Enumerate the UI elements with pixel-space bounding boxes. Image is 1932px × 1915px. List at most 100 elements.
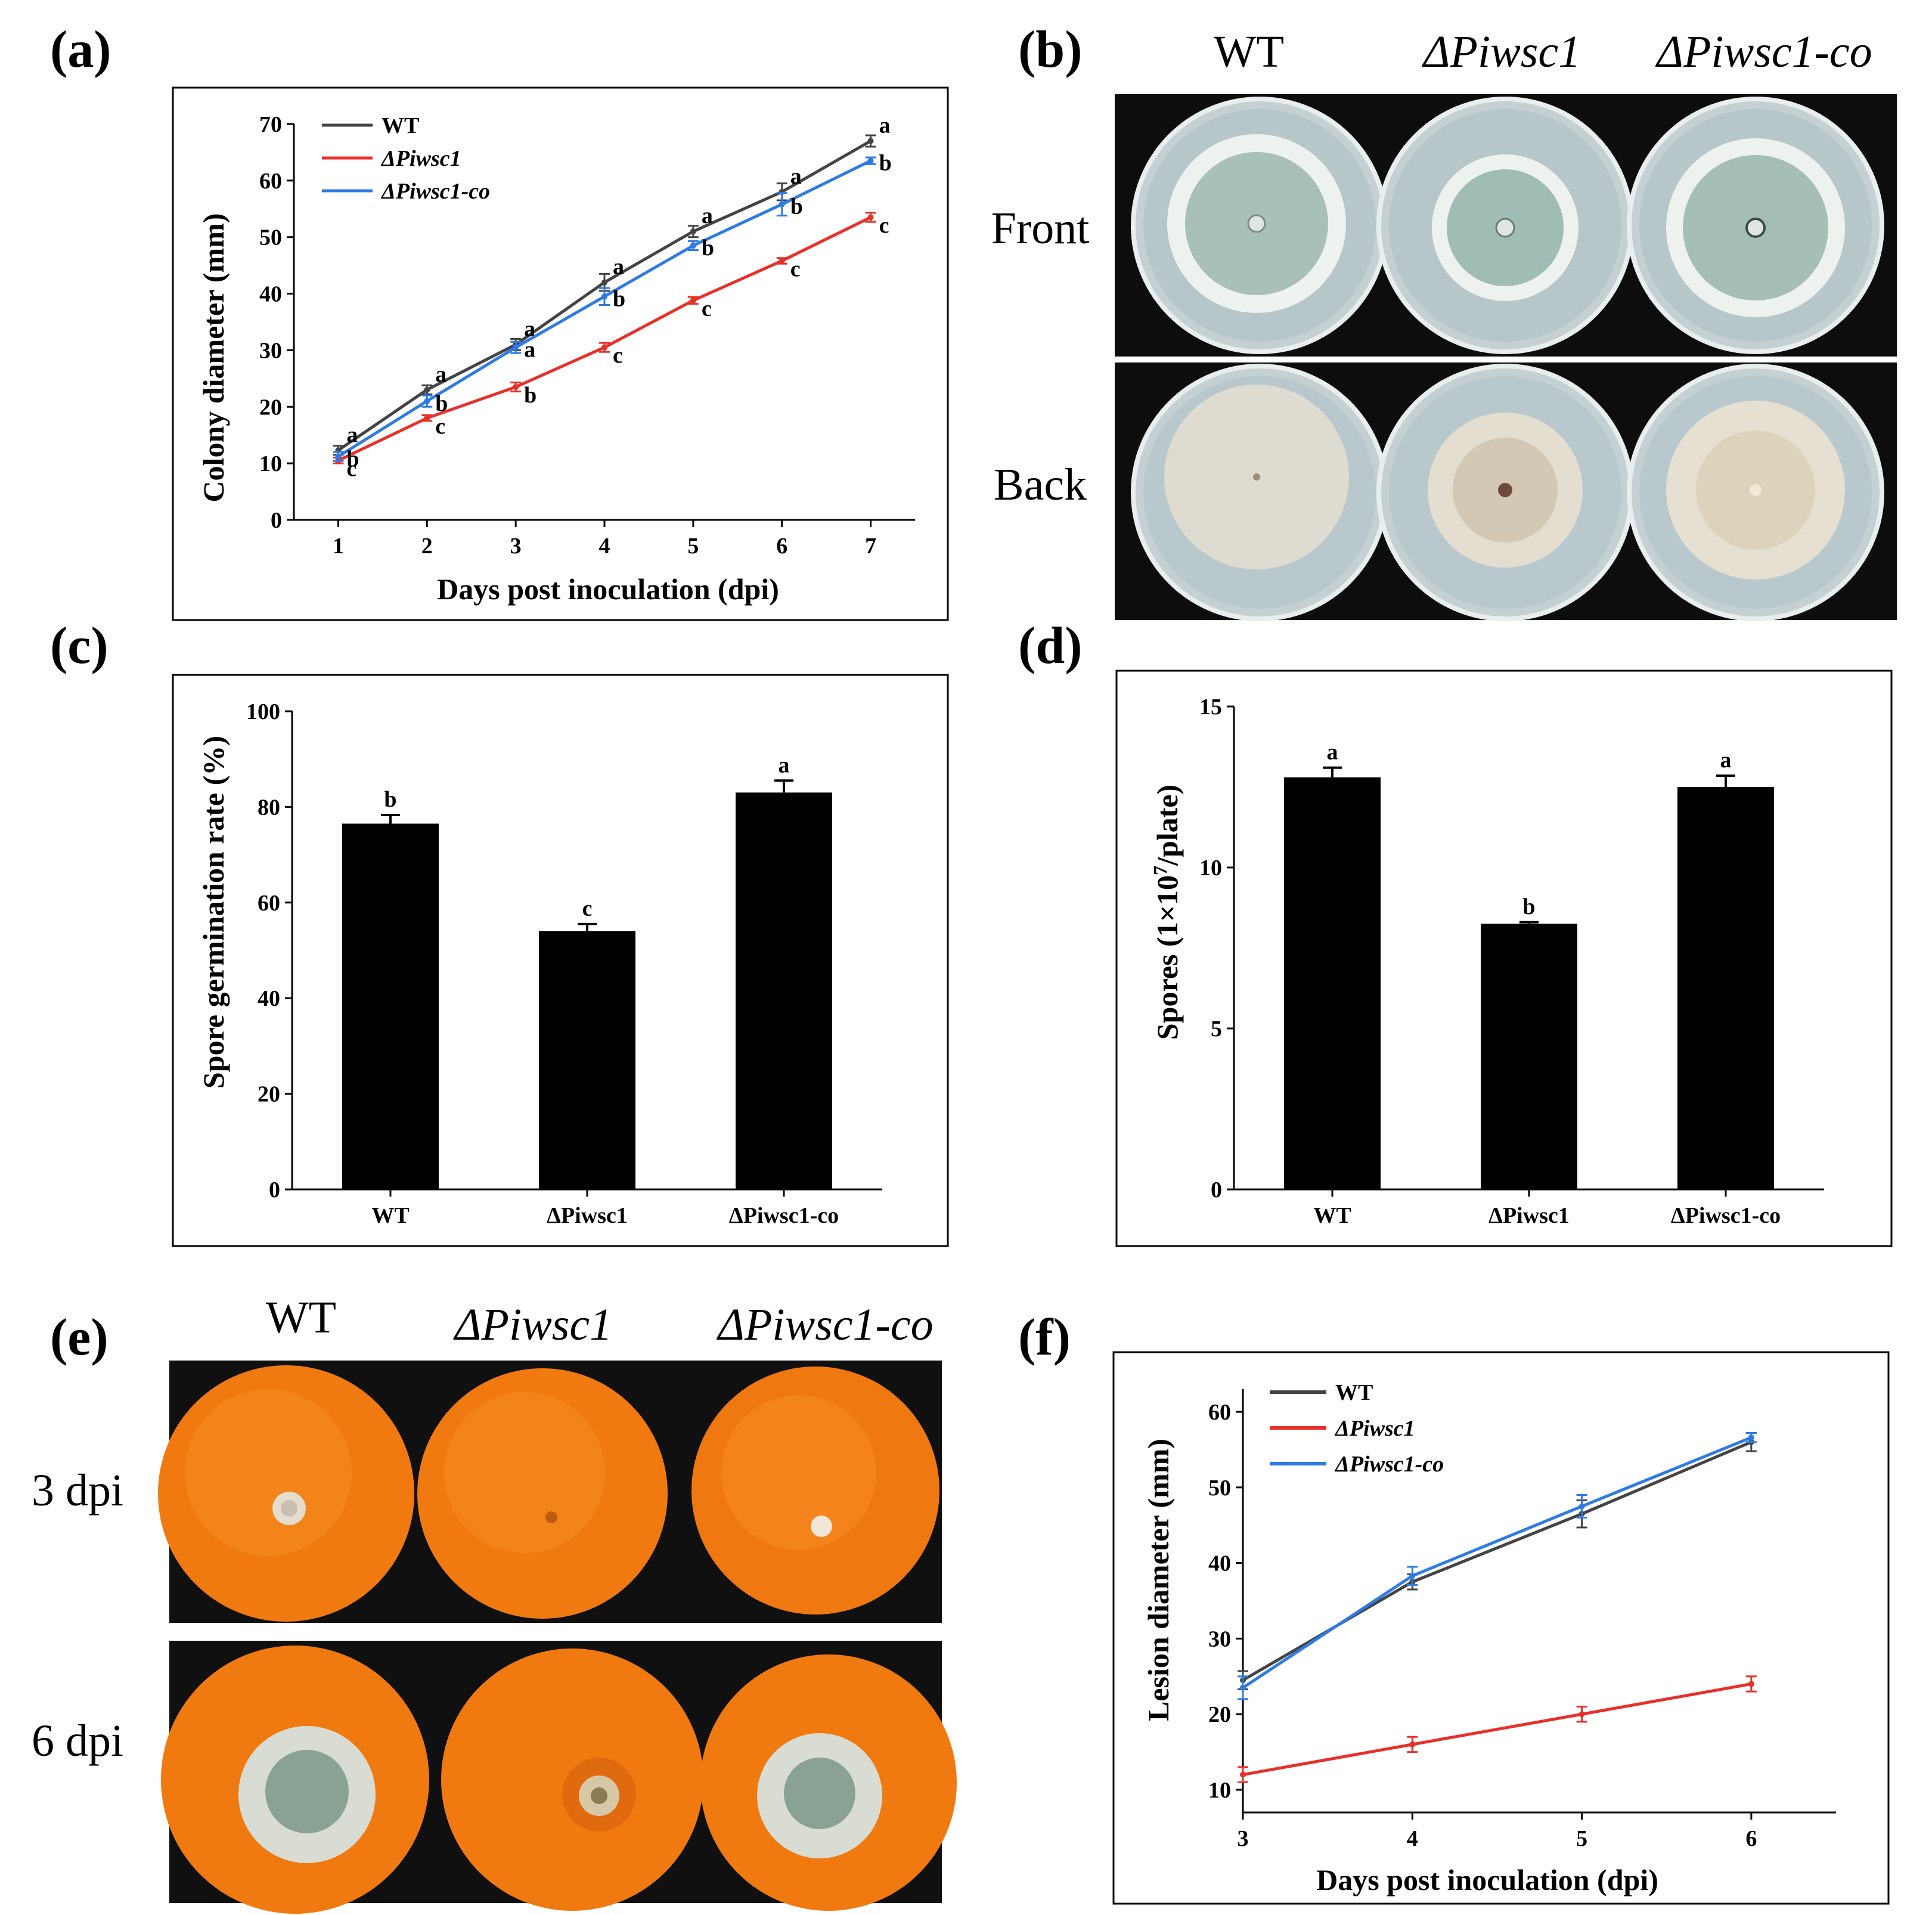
bar <box>539 931 635 1189</box>
significance-letter: b <box>1522 894 1535 919</box>
significance-letter: c <box>790 257 801 282</box>
panel-e-header-complement: ΔPiwsc1-co <box>716 1300 933 1350</box>
panel-f-frame <box>1112 1351 1890 1905</box>
x-axis-title-f: Days post inoculation (dpi) <box>1316 1863 1658 1897</box>
significance-letter: c <box>435 414 445 439</box>
x-tick-label: 2 <box>421 534 433 559</box>
panel-c-frame <box>172 674 949 1247</box>
data-point <box>601 344 607 351</box>
plate-front-complement <box>1627 97 1884 354</box>
x-tick-label: WT <box>371 1203 409 1228</box>
y-tick-label: 40 <box>1208 1551 1231 1576</box>
y-tick-label: 70 <box>259 112 282 137</box>
panel-b-header-complement: ΔPiwsc1-co <box>1655 27 1872 77</box>
spore-count-chart: Spores (1×107/plate) 0 5 10 15 WT ΔPiwsc1 ΔPiw… <box>1115 670 1893 1247</box>
data-point <box>601 279 607 286</box>
bar <box>1677 787 1774 1189</box>
y-tick-label: 60 <box>259 169 282 194</box>
data-point <box>601 293 607 300</box>
x-tick-label: 5 <box>1576 1826 1587 1851</box>
panel-e-row-6dpi: 6 dpi <box>32 1716 123 1766</box>
x-tick-label: 4 <box>599 534 610 559</box>
data-point <box>690 297 696 303</box>
y-tick-label: 60 <box>258 891 280 916</box>
data-point <box>1579 1503 1585 1510</box>
y-tick-label: 30 <box>259 338 282 363</box>
y-tick-label: 5 <box>1211 1017 1222 1042</box>
data-point <box>690 242 696 249</box>
legend-label-wt: WT <box>382 113 419 138</box>
significance-letter: b <box>702 235 714 261</box>
significance-letter: b <box>524 383 537 408</box>
data-point <box>513 384 519 391</box>
data-point <box>1240 1684 1246 1691</box>
data-point <box>1409 1573 1416 1579</box>
data-point <box>867 157 874 164</box>
panel-d-frame <box>1115 670 1893 1247</box>
y-tick-label: 20 <box>1208 1702 1231 1727</box>
y-tick-label: 50 <box>1208 1476 1231 1501</box>
legend-label-complement: ΔPiwsc1-co <box>380 179 490 204</box>
significance-letter: b <box>613 286 625 311</box>
legend-a: WT ΔPiwsc1 ΔPiwsc1-co <box>322 113 490 204</box>
y-tick-label: 0 <box>269 1177 280 1203</box>
bar <box>736 792 832 1189</box>
colony-photos: WT ΔPiwsc1 ΔPiwsc1-co Front Back <box>991 27 1897 621</box>
panel-b-row-front: Front <box>991 203 1090 253</box>
orange-6dpi-complement <box>700 1654 957 1911</box>
y-tick-label: 15 <box>1199 695 1222 720</box>
y-tick-label: 10 <box>259 451 282 476</box>
y-tick-label: 80 <box>258 795 280 820</box>
panel-e-header-mutant: ΔPiwsc1 <box>453 1300 612 1350</box>
series-line-1 <box>337 216 872 462</box>
data-point <box>1748 1681 1754 1687</box>
plate-back-wt <box>1131 364 1388 621</box>
y-tick-label: 100 <box>246 699 280 724</box>
significance-letter: a <box>790 164 802 189</box>
panel-b-header-mutant: ΔPiwsc1 <box>1422 27 1581 77</box>
significance-letter: a <box>613 255 624 280</box>
panel-label-f: (f) <box>1018 1309 1071 1366</box>
significance-letter: a <box>524 337 535 362</box>
plate-front-mutant <box>1376 97 1634 354</box>
panel-label-d: (d) <box>1018 617 1083 675</box>
data-point <box>867 138 874 144</box>
panel-e-row-3dpi: 3 dpi <box>32 1465 123 1516</box>
x-tick-label: WT <box>1313 1203 1351 1228</box>
data-point <box>424 398 430 404</box>
y-tick-label: 40 <box>259 282 282 307</box>
orange-6dpi-wt <box>161 1646 429 1914</box>
series-line-1 <box>1242 1682 1752 1777</box>
y-axis-title-d: Spores (1×107/plate) <box>1149 785 1184 1040</box>
x-axis-title-a: Days post inoculation (dpi) <box>437 572 779 606</box>
legend-label-complement-f: ΔPiwsc1-co <box>1334 1452 1444 1477</box>
germination-rate-chart: Spore germination rate (%) 0 20 40 60 80 100 W… <box>172 674 949 1247</box>
x-tick-label: ΔPiwsc1 <box>1488 1203 1570 1228</box>
x-tick-label: 5 <box>687 534 699 559</box>
significance-letter: a <box>435 362 446 387</box>
significance-letter: c <box>702 296 712 321</box>
orange-3dpi-mutant <box>417 1368 668 1619</box>
y-tick-label: 30 <box>1208 1626 1231 1651</box>
plate-back-mutant <box>1376 364 1634 621</box>
y-tick-label: 20 <box>258 1082 280 1107</box>
data-point <box>424 415 430 422</box>
orange-3dpi-wt <box>158 1365 414 1622</box>
panel-label-e: (e) <box>50 1309 108 1366</box>
data-point <box>335 453 342 460</box>
x-tick-label: 3 <box>510 534 522 559</box>
panel-a-frame <box>172 86 949 621</box>
panel-e-header-wt: WT <box>266 1293 336 1343</box>
legend-f: WT ΔPiwsc1 ΔPiwsc1-co <box>1270 1380 1444 1477</box>
y-tick-label: 50 <box>259 225 282 250</box>
x-tick-label: ΔPiwsc1-co <box>729 1203 839 1228</box>
data-point <box>424 386 430 393</box>
legend-label-wt-f: WT <box>1335 1380 1373 1405</box>
significance-letter: c <box>582 896 593 921</box>
data-point <box>513 344 519 351</box>
y-tick-label: 10 <box>1208 1778 1231 1803</box>
panel-label-c: (c) <box>50 617 108 675</box>
x-tick-label: 6 <box>1745 1826 1757 1851</box>
data-point <box>867 214 874 221</box>
